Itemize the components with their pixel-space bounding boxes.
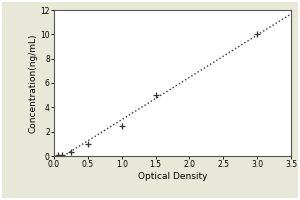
- X-axis label: Optical Density: Optical Density: [138, 172, 207, 181]
- Y-axis label: Concentration(ng/mL): Concentration(ng/mL): [28, 33, 38, 133]
